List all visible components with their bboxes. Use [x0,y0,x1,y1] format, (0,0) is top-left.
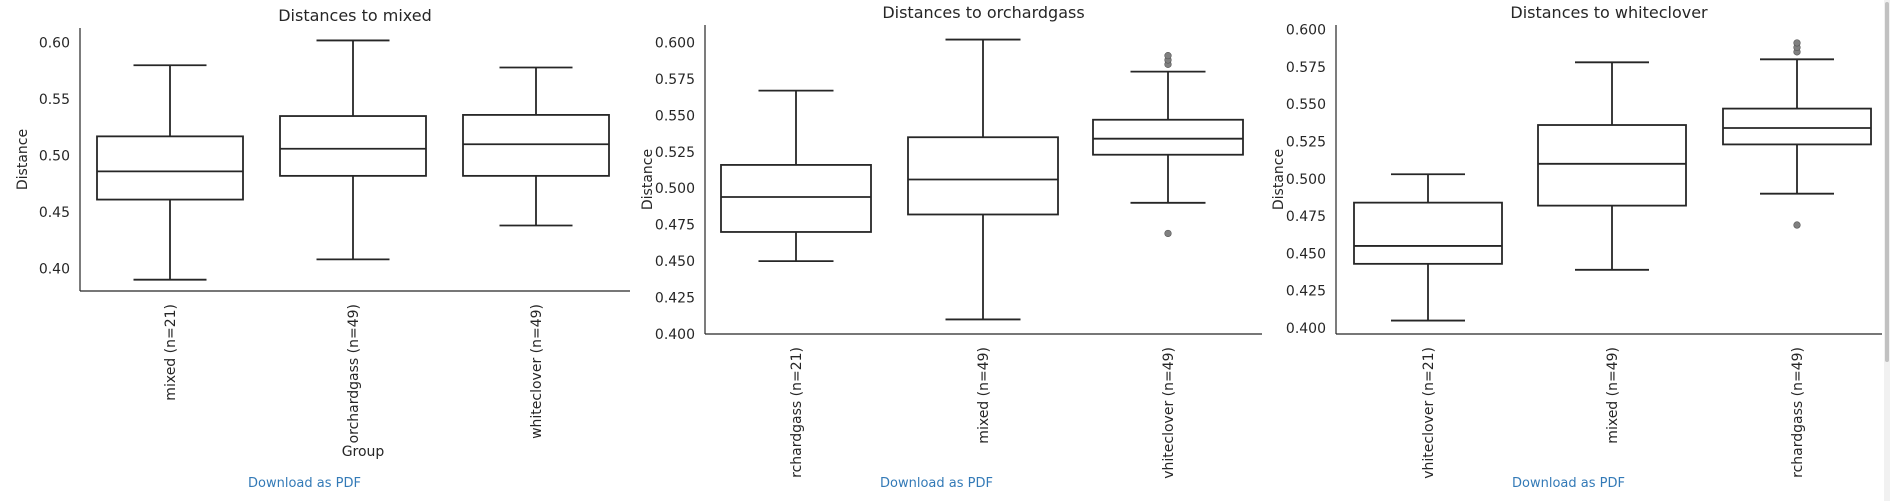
box-iqr [1537,124,1687,207]
y-tick-label: 0.450 [655,254,695,270]
y-tick-label: 0.500 [655,181,695,197]
chart-panel-mixed: Distances to mixed 0.40 0.45 0.50 0.55 0.60 Di… [0,0,640,501]
y-tick-label: 0.525 [1286,134,1326,150]
y-axis-label: Distance [15,129,31,190]
y-tick-label: 0.55 [39,92,70,108]
box-iqr [279,115,427,177]
y-tick-label: 0.575 [1286,60,1326,76]
outlier-point [1164,52,1172,60]
y-tick-label: 0.45 [39,205,70,221]
y-tick-label: 0.450 [1286,246,1326,262]
y-tick-label: 0.400 [655,327,695,343]
outlier-point [1164,229,1172,238]
box-iqr [1353,201,1503,265]
y-tick-label: 0.60 [39,36,70,52]
y-tick-label: 0.425 [1286,284,1326,300]
outlier-point [1793,221,1801,229]
y-tick-label: 0.475 [1286,209,1326,225]
y-tick-label: 0.425 [655,291,695,307]
box-group [462,66,610,227]
x-tick-label: orchardgass (n=49) [346,304,362,443]
download-pdf-link-mixed[interactable]: Download as PDF [248,476,361,491]
chart-panel-whiteclover: Distances to whiteclover 0.400 0.425 0.450 0… [1260,0,1890,501]
y-tick-label: 0.50 [39,149,70,165]
y-tick-label: 0.550 [1286,97,1326,113]
box-group [720,89,872,263]
page-scrollbar[interactable] [1884,0,1890,501]
box-iqr [96,135,244,201]
box-iqr [462,114,610,177]
box-group [279,39,427,261]
chart-title: Distances to mixed [278,6,432,25]
download-pdf-link-orchardgass[interactable]: Download as PDF [880,476,993,491]
box-group [96,64,244,281]
x-tick-label: rchardgass (n=49) [1790,347,1806,478]
y-tick-label: 0.525 [655,145,695,161]
page-scrollbar-thumb[interactable] [1885,2,1889,362]
x-tick-label: mixed (n=21) [163,304,179,401]
chart-svg-orchardgass: Distances to orchardgass 0.400 0.425 0.450 0… [640,3,1262,479]
box-iqr [1722,107,1872,146]
box-group [907,38,1059,321]
y-tick-label: 0.575 [655,72,695,88]
y-tick-label: 0.550 [655,108,695,124]
box-group [1722,39,1872,229]
box-group [1353,173,1503,322]
x-tick-label: whiteclover (n=49) [529,304,545,439]
x-tick-label: vhiteclover (n=21) [1421,347,1437,479]
x-tick-label: vhiteclover (n=49) [1161,347,1177,479]
y-tick-label: 0.40 [39,261,70,277]
y-tick-label: 0.500 [1286,172,1326,188]
box-iqr [1092,118,1244,156]
box-iqr [907,136,1059,216]
y-tick-label: 0.600 [1286,22,1326,38]
chart-svg-whiteclover: Distances to whiteclover 0.400 0.425 0.450 0… [1271,3,1882,479]
y-axis-label: Distance [640,149,656,210]
x-tick-label: mixed (n=49) [1605,347,1621,444]
y-tick-label: 0.475 [655,218,695,234]
chart-panel-orchardgass: Distances to orchardgass 0.400 0.425 0.450 0… [630,0,1270,501]
outlier-point [1793,39,1801,47]
chart-title: Distances to orchardgass [882,3,1084,22]
y-tick-label: 0.600 [655,35,695,51]
chart-svg-mixed: Distances to mixed 0.40 0.45 0.50 0.55 0.60 Di… [15,6,630,460]
x-tick-label: mixed (n=49) [976,347,992,444]
box-iqr [720,164,872,233]
chart-title: Distances to whiteclover [1510,3,1708,22]
x-axis-label: Group [342,444,385,460]
y-tick-label: 0.400 [1286,321,1326,337]
download-pdf-link-whiteclover[interactable]: Download as PDF [1512,476,1625,491]
box-group [1092,52,1244,238]
box-group [1537,61,1687,271]
x-tick-label: rchardgass (n=21) [789,347,805,478]
y-axis-label: Distance [1271,149,1287,210]
